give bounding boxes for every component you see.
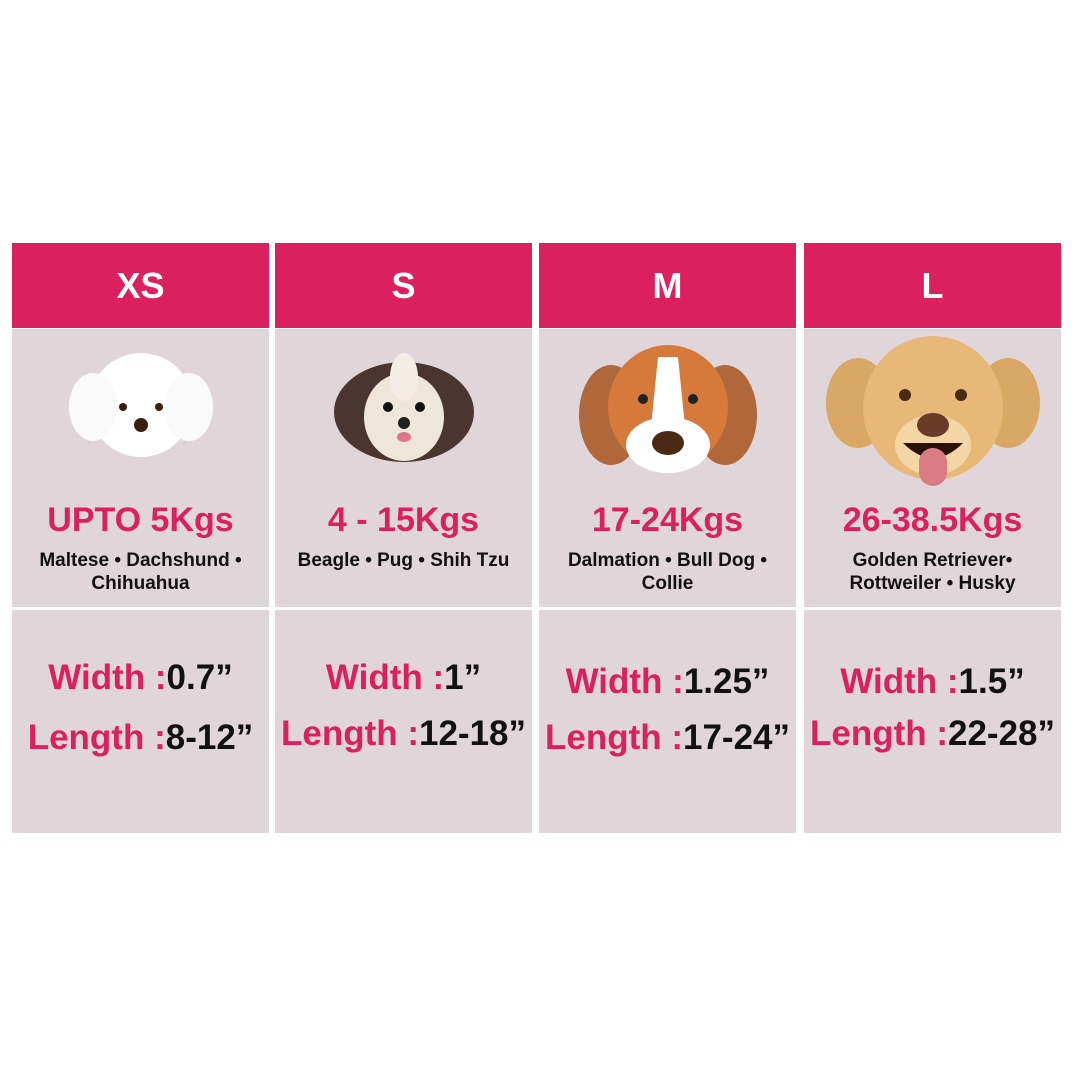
length-value: 17-24” bbox=[683, 718, 791, 757]
size-info: 17-24Kgs Dalmation • Bull Dog • Collie bbox=[539, 329, 796, 607]
length-label: Length : bbox=[280, 714, 419, 753]
measurements: Width :1.25” Length :17-24” bbox=[539, 610, 796, 833]
length-value: 8-12” bbox=[165, 718, 254, 757]
size-info: 4 - 15Kgs Beagle • Pug • Shih Tzu bbox=[275, 329, 532, 607]
size-column-m: M 17-24Kgs Dalmation • Bull Dog • Collie… bbox=[539, 243, 796, 833]
width-value: 1.5” bbox=[958, 662, 1025, 701]
size-info: UPTO 5Kgs Maltese • Dachshund • Chihuahu… bbox=[12, 329, 269, 607]
size-info: 26-38.5Kgs Golden Retriever• Rottweiler … bbox=[804, 329, 1061, 607]
width-label: Width : bbox=[565, 662, 684, 701]
maltese-icon bbox=[68, 353, 213, 457]
length-value: 22-28” bbox=[948, 714, 1056, 753]
breed-list: Beagle • Pug • Shih Tzu bbox=[297, 550, 510, 571]
size-header: S bbox=[275, 243, 532, 328]
size-header: L bbox=[804, 243, 1061, 328]
size-column-l: L 26-38.5Kgs Golden Retriever• Rottweile… bbox=[804, 243, 1061, 833]
breed-list: Golden Retriever• Rottweiler • Husky bbox=[849, 550, 1016, 594]
width-value: 0.7” bbox=[166, 658, 233, 697]
size-header: M bbox=[539, 243, 796, 328]
golden-retriever-icon bbox=[825, 336, 1040, 486]
length-label: Length : bbox=[809, 714, 948, 753]
width-label: Width : bbox=[840, 662, 959, 701]
size-column-s: S 4 - 15Kgs Beagle • Pug • Shih Tzu Widt… bbox=[275, 243, 532, 833]
width-label: Width : bbox=[325, 658, 445, 697]
width-label: Width : bbox=[48, 658, 167, 697]
beagle-icon bbox=[578, 345, 757, 473]
weight-range: 4 - 15Kgs bbox=[327, 501, 480, 539]
measurements: Width :1” Length :12-18” bbox=[275, 610, 532, 833]
size-column-xs: XS UPTO 5Kgs Maltese • Dachshund • Chihu… bbox=[12, 243, 269, 833]
weight-range: 17-24Kgs bbox=[591, 501, 744, 539]
length-value: 12-18” bbox=[419, 714, 527, 753]
weight-range: UPTO 5Kgs bbox=[47, 501, 234, 539]
length-label: Length : bbox=[544, 718, 683, 757]
weight-range: 26-38.5Kgs bbox=[842, 501, 1023, 539]
breed-list: Dalmation • Bull Dog • Collie bbox=[567, 550, 768, 594]
size-header: XS bbox=[12, 243, 269, 328]
length-label: Length : bbox=[27, 718, 166, 757]
shih-tzu-icon bbox=[333, 353, 474, 462]
measurements: Width :0.7” Length :8-12” bbox=[12, 610, 269, 833]
measurements: Width :1.5” Length :22-28” bbox=[804, 610, 1061, 833]
breed-list: Maltese • Dachshund • Chihuahua bbox=[39, 550, 242, 594]
width-value: 1” bbox=[444, 658, 482, 697]
width-value: 1.25” bbox=[683, 662, 770, 701]
